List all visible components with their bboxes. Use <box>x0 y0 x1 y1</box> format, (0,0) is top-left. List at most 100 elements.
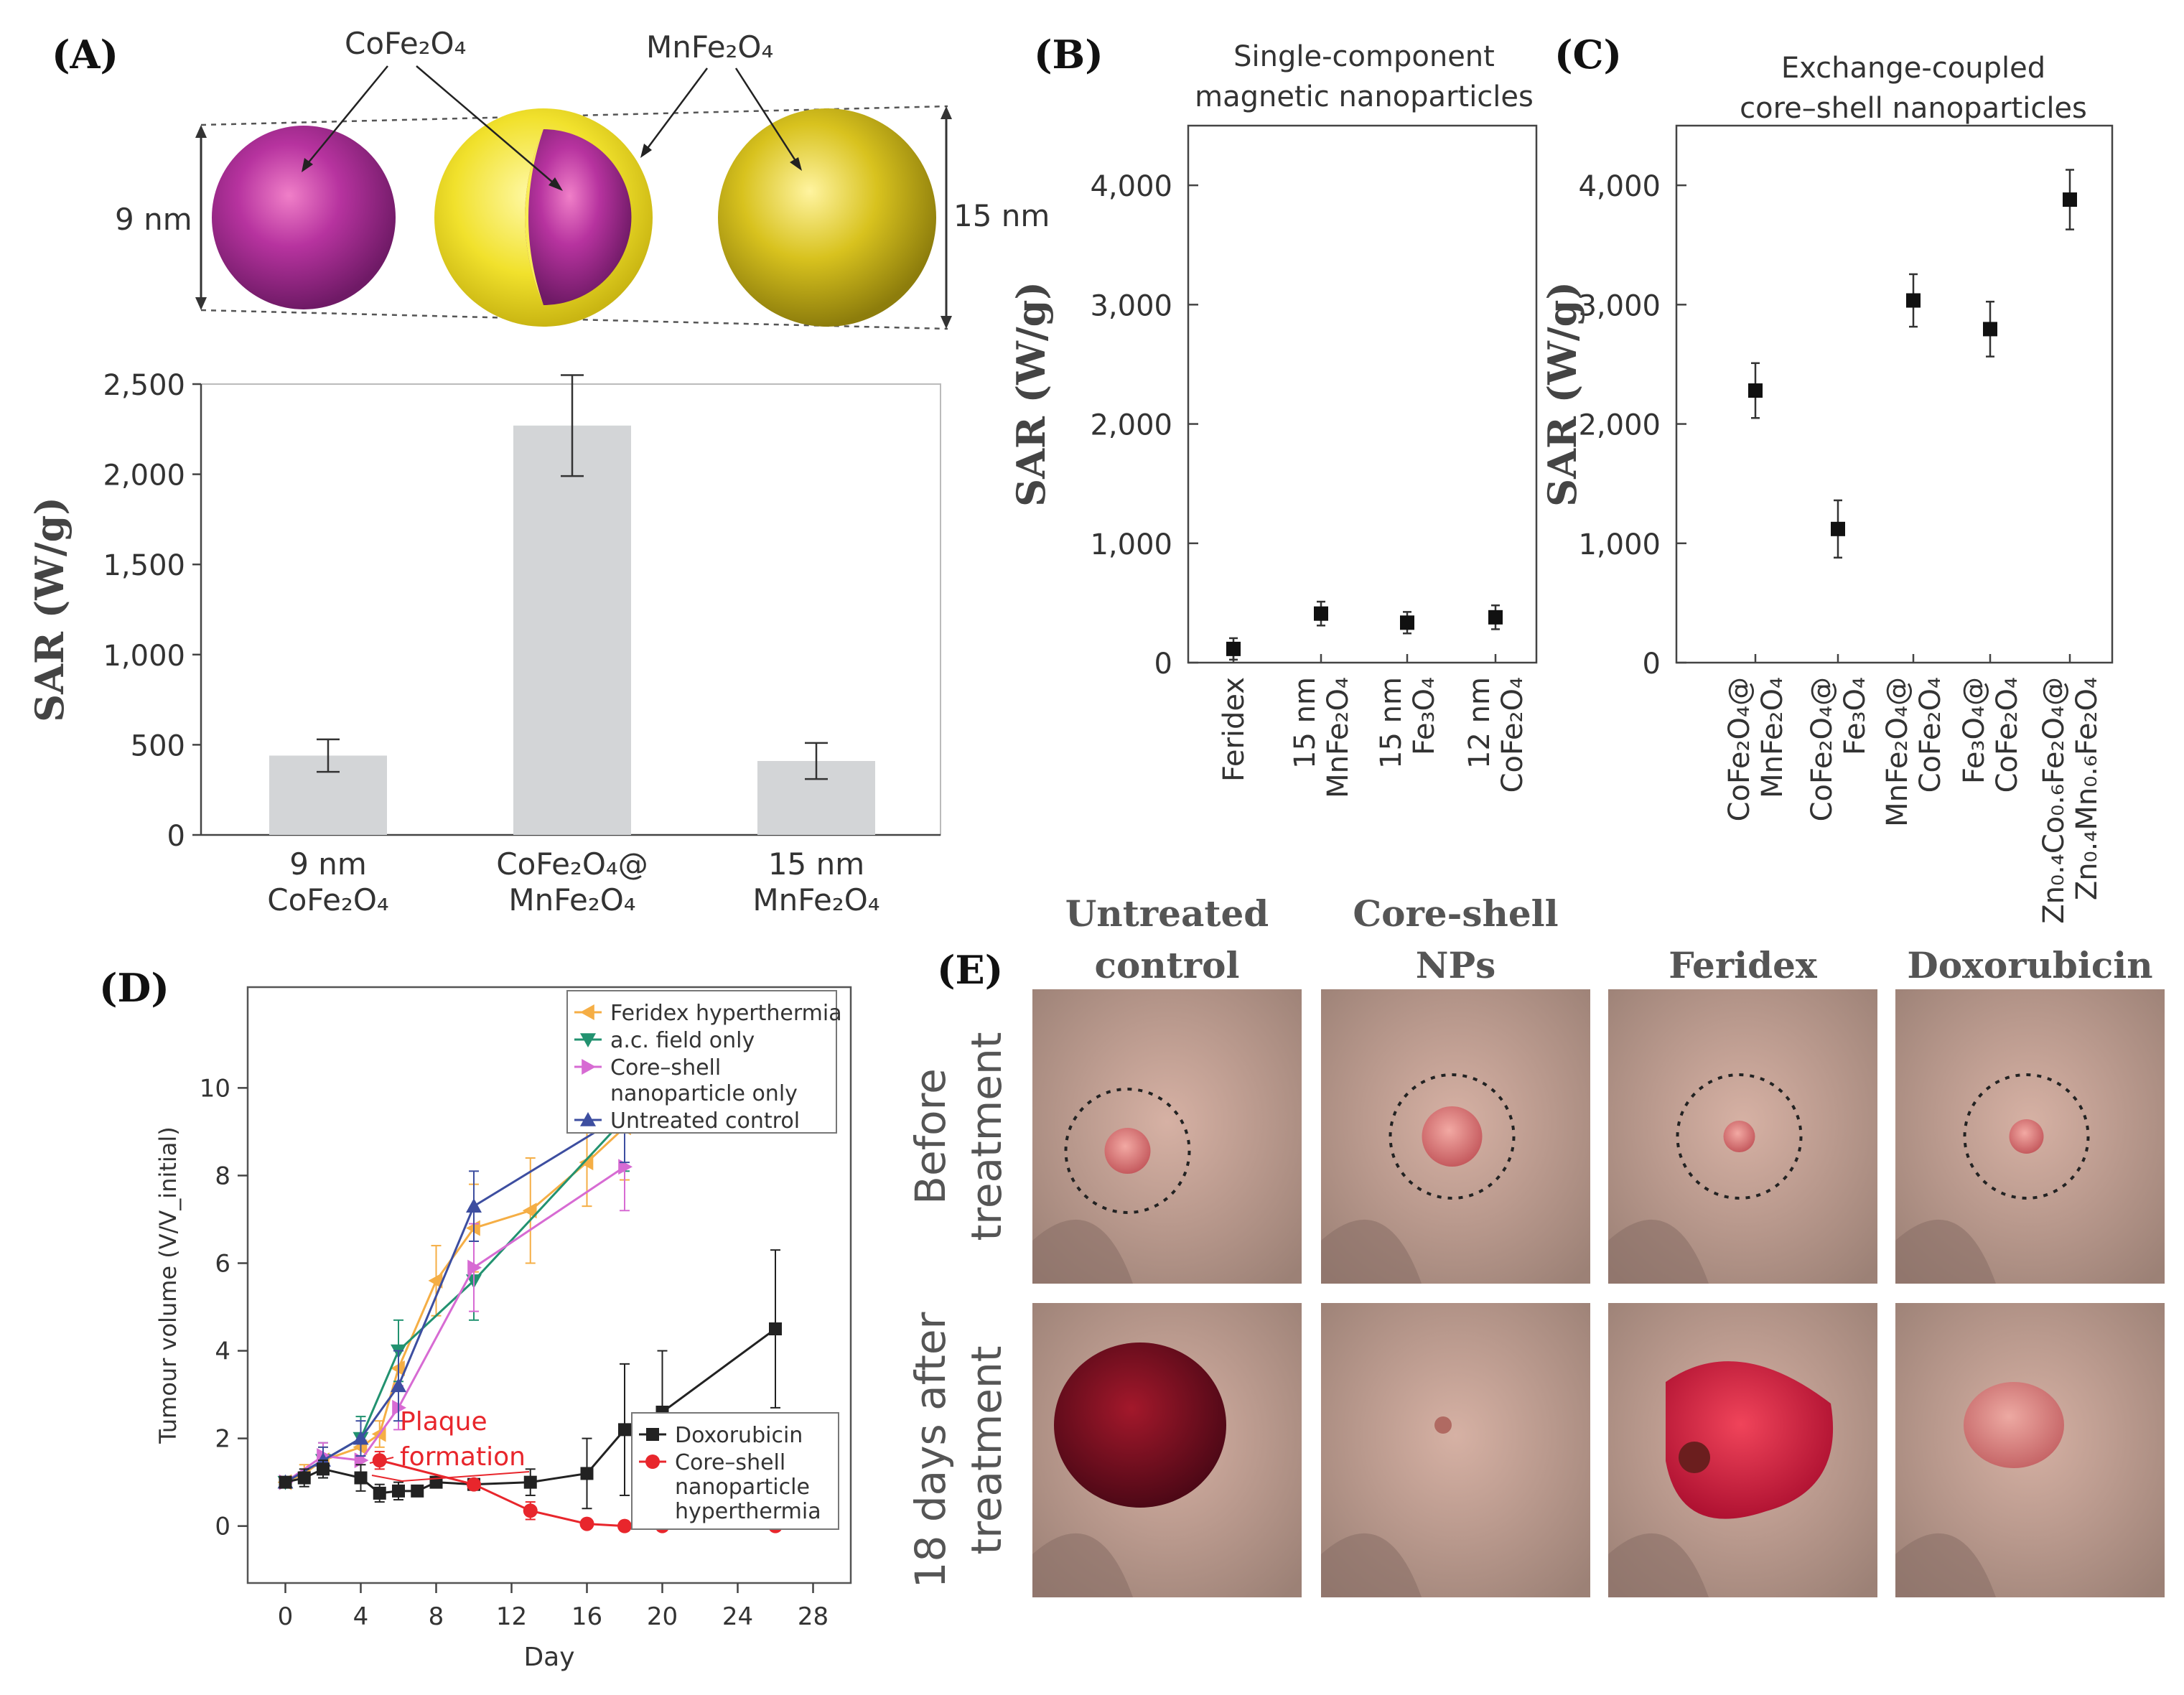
data-point <box>428 1272 443 1289</box>
plot-frame <box>1187 124 1538 664</box>
tumour <box>1104 1128 1151 1174</box>
data-point <box>354 1452 369 1469</box>
data-point <box>2063 192 2077 207</box>
size-arrow-left-head-bottom <box>195 297 207 310</box>
data-point <box>1400 615 1414 630</box>
x-category-label: CoFe₂O₄@MnFe₂O₄ <box>1723 677 1789 821</box>
data-point <box>579 1516 594 1531</box>
chart-a-sar-bars: 0 500 1,000 1,500 2,000 2,500 9 nm CoFe₂O₄ CoFe₂… <box>27 369 941 917</box>
panel-d-label: (D) <box>99 965 169 1011</box>
nanoparticle-schematic: 9 nm 15 nm CoFe₂O₄ MnFe₂O₄ <box>115 26 1050 330</box>
y-tick-label: 2,000 <box>1578 409 1661 442</box>
x-tick-label: 0 <box>278 1602 294 1631</box>
data-point <box>580 1112 596 1126</box>
plot-frame <box>246 986 852 1584</box>
photo-after-3 <box>1608 1303 1877 1597</box>
data-point <box>523 1475 537 1489</box>
photo-shadow <box>1608 1533 1709 1597</box>
pointer-shell-left-head <box>640 144 652 158</box>
y-tick-label: 10 <box>200 1074 230 1103</box>
legend-label: Feridex hyperthermia <box>610 1001 842 1026</box>
legend-box <box>566 990 837 1134</box>
core-shell-sphere-core-cutaway <box>525 129 632 305</box>
x-tick-label: 28 <box>798 1602 829 1631</box>
pointer-core-right-head <box>549 177 563 191</box>
tumour-outline-dashed <box>1676 1073 1803 1200</box>
column-header: Untreated control <box>1065 892 1269 986</box>
x-category-label: CoFe₂O₄@MnFe₂O₄ <box>496 846 648 917</box>
photo-shadow <box>1895 1533 1996 1597</box>
data-point <box>373 1486 386 1500</box>
y-tick-label: 1,500 <box>103 549 185 582</box>
bar <box>513 425 631 835</box>
data-point <box>411 1484 424 1498</box>
y-tick-label: 0 <box>1154 648 1172 681</box>
data-point <box>522 1203 537 1219</box>
y-tick-label: 4 <box>215 1337 230 1366</box>
data-point <box>646 1428 659 1441</box>
legend-label: Doxorubicin <box>675 1423 803 1448</box>
row-header: Before treatment <box>906 1032 1011 1241</box>
data-point <box>580 1004 594 1020</box>
data-point <box>523 1503 538 1518</box>
scar <box>1434 1416 1452 1434</box>
photo-before-2 <box>1321 989 1590 1284</box>
tumour <box>2009 1119 2044 1154</box>
y-tick-label: 500 <box>131 729 185 762</box>
y-tick-label: 6 <box>215 1249 230 1278</box>
photo-shadow <box>1321 1533 1422 1597</box>
chart-title: Exchange-coupled core–shell nanoparticles <box>1740 52 2087 125</box>
tumour <box>1422 1106 1483 1167</box>
data-point <box>579 1154 594 1171</box>
data-point <box>769 1322 782 1336</box>
photo-shadow <box>1895 1219 1996 1284</box>
data-point <box>391 1360 405 1376</box>
panel-e-label: (E) <box>937 947 1003 993</box>
pointer-shell-right <box>734 67 800 166</box>
y-tick-label: 8 <box>215 1162 230 1190</box>
pointer-shell-right-head <box>790 157 802 171</box>
data-point <box>391 1378 406 1393</box>
photo-before-4 <box>1895 989 2165 1284</box>
y-tick-label: 2 <box>215 1425 230 1454</box>
x-axis-label: Day <box>523 1643 574 1672</box>
x-category-label: 15 nmMnFe₂O₄ <box>1289 677 1355 798</box>
mnfe2o4-sphere <box>718 108 936 327</box>
data-point <box>580 1467 594 1480</box>
pointer-core-left-head <box>302 158 313 172</box>
data-point <box>617 1518 632 1533</box>
y-tick-label: 1,000 <box>1090 528 1172 561</box>
x-tick-label: 12 <box>496 1602 527 1631</box>
y-tick-label: 4,000 <box>1090 170 1172 203</box>
legend-label: Core–shell nanoparticle hyperthermia <box>675 1450 821 1524</box>
y-tick-label: 2,500 <box>103 369 185 402</box>
data-point <box>467 1259 482 1276</box>
legend-label: Core–shell nanoparticle only <box>610 1055 798 1106</box>
x-tick-label: 20 <box>647 1602 678 1631</box>
data-point <box>1488 610 1503 625</box>
tumour <box>1054 1343 1226 1508</box>
y-tick-label: 4,000 <box>1578 170 1661 203</box>
data-point <box>618 1423 631 1437</box>
size-arrow-right-head-bottom <box>941 316 952 329</box>
data-point <box>580 1033 596 1047</box>
pointer-shell-left <box>643 67 709 154</box>
annotation-plaque: Plaque <box>400 1407 487 1437</box>
data-point <box>353 1430 369 1445</box>
data-point <box>279 1475 292 1489</box>
size-label-9nm: 9 nm <box>115 202 192 237</box>
column-header: Feridex <box>1669 944 1818 986</box>
y-tick-label: 2,000 <box>1090 409 1172 442</box>
y-axis-label: Tumour volume (V/V_initial) <box>154 1126 182 1444</box>
y-tick-label: 0 <box>215 1513 230 1541</box>
legend-box <box>631 1412 839 1530</box>
row-header: 18 days after treatment <box>906 1312 1011 1588</box>
tumour <box>1666 1361 1834 1519</box>
x-tick-label: 24 <box>722 1602 753 1631</box>
photo-after-2 <box>1321 1303 1590 1597</box>
legend-label: Untreated control <box>610 1108 800 1134</box>
column-header: Core-shell NPs <box>1353 892 1558 986</box>
y-tick-label: 0 <box>1643 648 1661 681</box>
photo-shadow <box>1032 1533 1133 1597</box>
tumour-outline-dashed <box>1064 1088 1191 1214</box>
